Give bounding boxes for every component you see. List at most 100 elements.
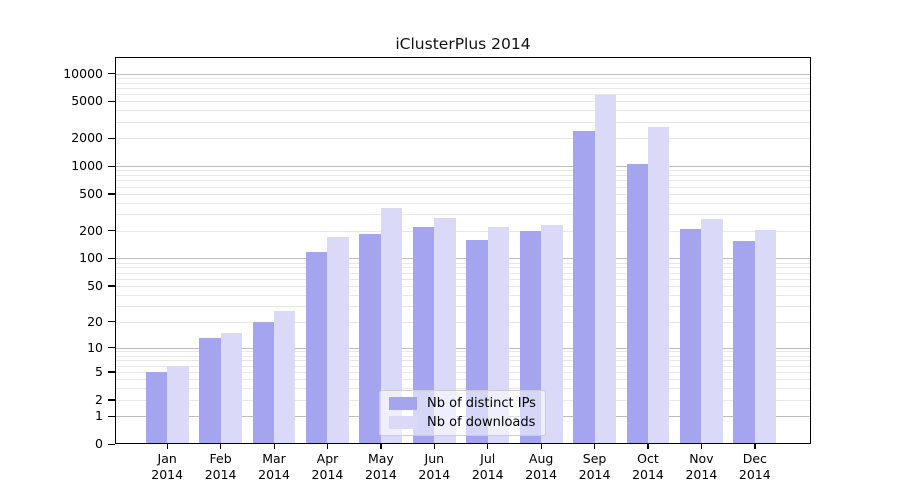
y-tick-label: 500 [79,185,103,201]
x-tick [594,444,596,449]
minor-gridline [115,186,811,188]
minor-gridline [115,82,811,84]
y-tick-label: 100 [79,250,103,266]
y-tick [108,399,115,401]
y-tick [108,371,115,373]
minor-gridline [115,272,811,274]
bar-mar-downloads [274,311,296,444]
x-tick [647,444,649,449]
y-tick-label: 200 [79,222,103,238]
bar-sep-downloads [594,95,616,444]
y-tick [108,347,115,349]
y-tick-label: 5000 [71,93,103,109]
x-tick [700,444,703,449]
y-tick [108,137,115,139]
y-tick [108,257,115,260]
bar-may-downloads [380,208,403,444]
bar-may-ips [359,233,381,444]
minor-gridline [115,388,811,390]
y-tick-label: 10000 [63,65,103,81]
x-tick-label: Mar 2014 [258,451,290,482]
x-tick [487,444,489,449]
minor-gridline [115,175,811,177]
major-gridline [115,73,811,75]
minor-gridline [115,110,811,112]
y-tick-label: 10 [87,339,103,355]
y-tick [108,321,115,323]
x-tick [754,444,756,449]
y-tick-label: 5 [95,363,103,379]
minor-gridline [115,371,811,373]
bar-jun-ips [412,227,435,444]
bar-apr-ips [306,251,328,444]
minor-gridline [115,138,811,140]
minor-gridline [115,87,811,89]
bar-jul-downloads [487,226,510,444]
minor-gridline [115,180,811,182]
bar-nov-downloads [701,219,723,444]
y-tick [108,165,115,167]
bar-jan-downloads [167,365,189,444]
bar-sep-ips [573,130,595,444]
legend-label-distinct-ips: Nb of distinct IPs [427,395,536,411]
x-tick-label: May 2014 [364,451,397,482]
minor-gridline [115,94,811,96]
legend-item-distinct-ips: Nb of distinct IPs [389,395,545,411]
bar-feb-downloads [220,332,242,444]
plot-area: Nb of distinct IPs Nb of downloads [115,57,811,444]
bar-dec-downloads [754,230,777,444]
minor-gridline [115,122,811,123]
x-tick-label: Dec 2014 [738,451,771,482]
minor-gridline [115,305,811,307]
legend-swatch-distinct-ips [389,397,417,410]
minor-gridline [115,294,811,296]
x-tick [273,444,275,449]
x-tick-label: Nov 2014 [685,451,718,482]
minor-gridline [115,193,811,195]
minor-gridline [115,214,811,216]
x-tick [166,444,168,449]
x-tick-label: Oct 2014 [632,451,664,482]
minor-gridline [115,365,811,367]
x-tick [433,444,435,449]
y-tick [108,73,115,75]
minor-gridline [115,267,811,269]
y-tick-label: 2000 [71,130,103,146]
x-tick-label: Apr 2014 [311,451,344,482]
minor-gridline [115,379,811,381]
bar-jan-ips [145,371,168,444]
legend-swatch-downloads [389,416,417,429]
y-tick [108,230,115,232]
y-tick [108,100,115,103]
minor-gridline [115,101,811,103]
legend-label-downloads: Nb of downloads [427,414,536,430]
y-tick [108,415,115,417]
minor-gridline [115,262,811,264]
bar-nov-ips [680,228,702,444]
minor-gridline [115,278,811,280]
y-tick [108,443,115,445]
x-tick [380,444,382,449]
minor-gridline [115,355,811,357]
x-tick-label: Feb 2014 [204,451,237,482]
y-tick-label: 50 [87,277,103,293]
x-tick-label: Aug 2014 [525,451,558,482]
minor-gridline [115,285,811,287]
major-gridline [115,258,811,260]
x-tick-label: Jun 2014 [418,451,451,482]
bar-dec-ips [733,241,755,444]
x-tick-label: Sep 2014 [578,451,611,482]
y-tick-label: 1000 [71,158,103,174]
y-tick [108,285,115,287]
y-tick [108,193,115,195]
bar-jun-downloads [434,217,456,444]
bar-mar-ips [252,321,275,444]
minor-gridline [115,230,811,232]
bar-apr-downloads [327,237,349,444]
bar-oct-downloads [647,126,670,444]
x-tick [220,444,222,449]
y-tick-label: 0 [95,436,103,451]
x-tick-label: Jul 2014 [471,451,504,482]
y-tick-label: 1 [95,408,103,424]
